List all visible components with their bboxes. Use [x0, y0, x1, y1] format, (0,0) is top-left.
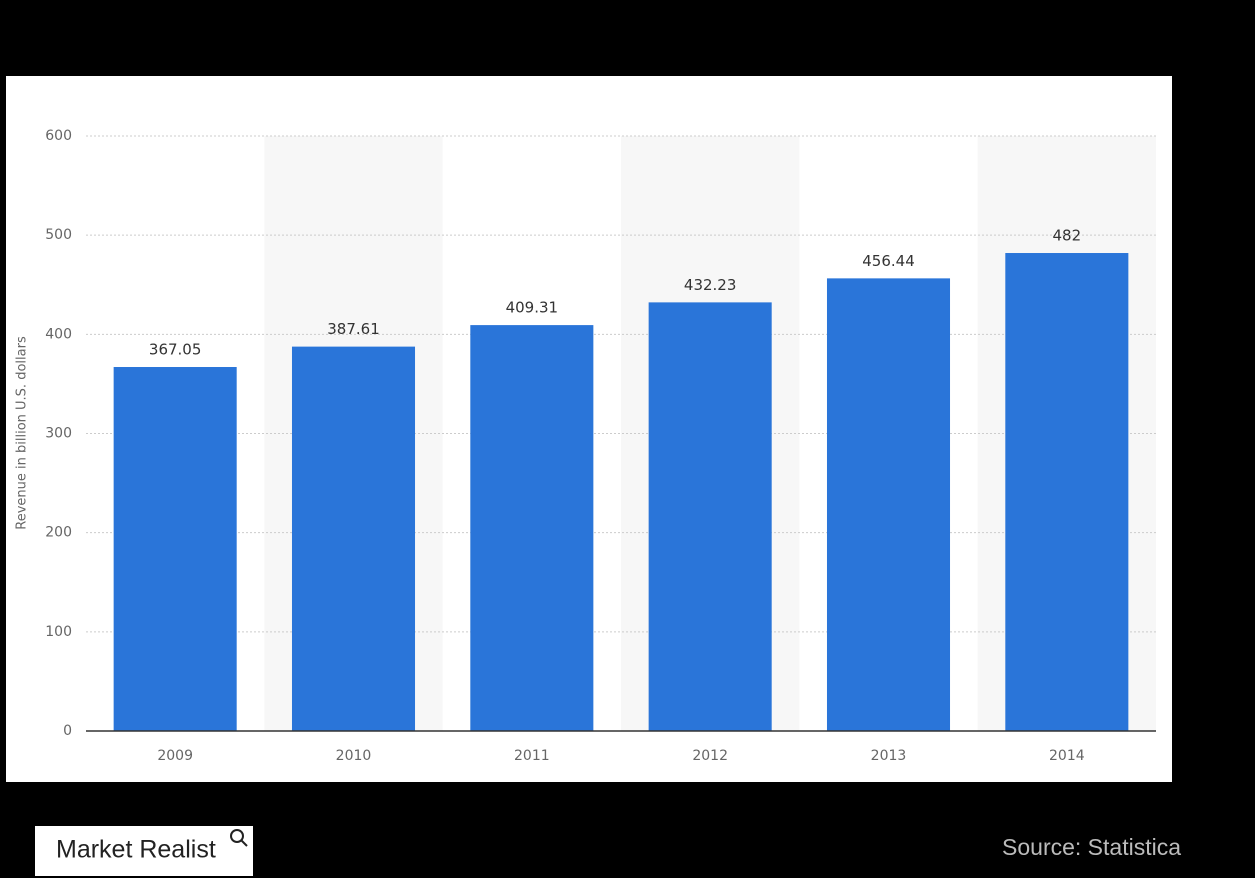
bar: [113, 367, 237, 731]
data-label: 387.61: [327, 320, 380, 338]
logo-icon: [230, 829, 244, 843]
logo-icon-handle: [240, 839, 248, 847]
bar: [291, 346, 416, 731]
x-tick-label: 2011: [514, 748, 550, 764]
bar: [826, 278, 951, 731]
data-label: 456.44: [862, 252, 915, 270]
x-tick-label: 2014: [1049, 748, 1085, 764]
bar: [648, 302, 772, 731]
data-label: 409.31: [506, 299, 559, 317]
x-tick-label: 2009: [157, 748, 193, 764]
bar: [1005, 253, 1129, 731]
y-tick-label: 400: [45, 326, 72, 342]
bar: [470, 325, 594, 731]
data-label: 482: [1053, 227, 1082, 245]
source-text: Source: Statistica: [1002, 834, 1181, 860]
y-tick-label: 100: [45, 624, 72, 640]
x-tick-label: 2012: [692, 748, 728, 764]
x-tick-label: 2013: [871, 748, 907, 764]
logo-box: [35, 826, 253, 876]
logo-text: Market Realist: [56, 836, 216, 864]
data-label: 432.23: [684, 276, 737, 294]
y-tick-label: 600: [45, 128, 72, 144]
x-tick-label: 2010: [336, 748, 372, 764]
y-axis-label: Revenue in billion U.S. dollars: [15, 336, 30, 530]
y-tick-label: 0: [63, 723, 72, 739]
y-tick-label: 200: [45, 525, 72, 541]
data-label: 367.05: [149, 341, 202, 359]
y-tick-label: 500: [45, 227, 72, 243]
plot-area: 0 100 200 300 400 500 600 367.05 2009 387.61 2010 4…: [45, 128, 1156, 764]
y-tick-label: 300: [45, 426, 72, 442]
